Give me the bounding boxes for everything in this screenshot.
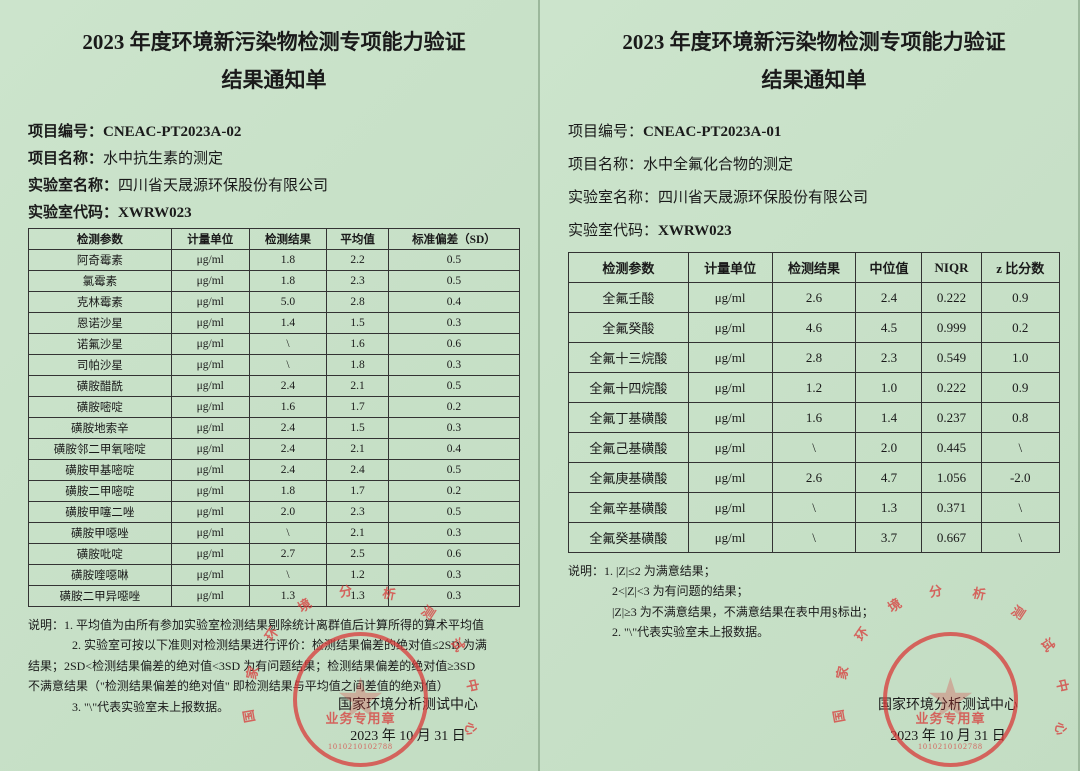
table-row: 全氟己基磺酸μg/ml\2.00.445\ (569, 433, 1060, 463)
col-header: 计量单位 (688, 253, 772, 283)
right-certificate: 2023 年度环境新污染物检测专项能力验证 结果通知单 项目编号：CNEAC-P… (540, 0, 1080, 771)
table-row: 恩诺沙星μg/ml1.41.50.3 (29, 313, 520, 334)
meta-project-code: 项目编号：CNEAC-PT2023A-02 (28, 120, 520, 141)
table-row: 磺胺醋酰μg/ml2.42.10.5 (29, 376, 520, 397)
table-row: 磺胺吡啶μg/ml2.72.50.6 (29, 544, 520, 565)
table-row: 全氟十三烷酸μg/ml2.82.30.5491.0 (569, 343, 1060, 373)
table-row: 全氟壬酸μg/ml2.62.40.2220.9 (569, 283, 1060, 313)
stamp-left: 国家环境分析测试中心 业务专用章 1010210102788 (293, 632, 428, 767)
table-row: 全氟癸酸μg/ml4.64.50.9990.2 (569, 313, 1060, 343)
table-row: 磺胺甲噻二唑μg/ml2.02.30.5 (29, 502, 520, 523)
col-header: 中位值 (856, 253, 922, 283)
table-row: 全氟十四烷酸μg/ml1.21.00.2220.9 (569, 373, 1060, 403)
meta-lab-code: 实验室代码：XWRW023 (568, 219, 1060, 240)
table-row: 全氟辛基磺酸μg/ml\1.30.371\ (569, 493, 1060, 523)
col-header: NIQR (922, 253, 981, 283)
meta-project-code: 项目编号：CNEAC-PT2023A-01 (568, 120, 1060, 141)
table-row: 司帕沙星μg/ml\1.80.3 (29, 355, 520, 376)
table-row: 磺胺邻二甲氧嘧啶μg/ml2.42.10.4 (29, 439, 520, 460)
table-row: 磺胺甲噁唑μg/ml\2.10.3 (29, 523, 520, 544)
table-row: 阿奇霉素μg/ml1.82.20.5 (29, 250, 520, 271)
table-row: 磺胺二甲异噁唑μg/ml1.31.30.3 (29, 586, 520, 607)
table-row: 磺胺喹噁啉μg/ml\1.20.3 (29, 565, 520, 586)
table-row: 克林霉素μg/ml5.02.80.4 (29, 292, 520, 313)
table-row: 磺胺二甲嘧啶μg/ml1.81.70.2 (29, 481, 520, 502)
title-line2: 结果通知单 (28, 64, 520, 94)
col-header: 计量单位 (171, 229, 249, 250)
col-header: 检测参数 (569, 253, 689, 283)
results-table-right: 检测参数计量单位检测结果中位值NIQRz 比分数 全氟壬酸μg/ml2.62.4… (568, 252, 1060, 553)
col-header: 标准偏差（SD） (388, 229, 519, 250)
col-header: 检测结果 (772, 253, 856, 283)
notes-right: 说明：1. |Z|≤2 为满意结果； 2<|Z|<3 为有问题的结果； |Z|≥… (568, 561, 1060, 643)
title-line1: 2023 年度环境新污染物检测专项能力验证 (28, 26, 520, 56)
table-row: 磺胺甲基嘧啶μg/ml2.42.40.5 (29, 460, 520, 481)
title-line1: 2023 年度环境新污染物检测专项能力验证 (568, 26, 1060, 56)
table-row: 氯霉素μg/ml1.82.30.5 (29, 271, 520, 292)
meta-project-name: 项目名称：水中全氟化合物的测定 (568, 153, 1060, 174)
table-row: 诺氟沙星μg/ml\1.60.6 (29, 334, 520, 355)
table-row: 磺胺嘧啶μg/ml1.61.70.2 (29, 397, 520, 418)
table-row: 磺胺地索辛μg/ml2.41.50.3 (29, 418, 520, 439)
col-header: 平均值 (327, 229, 389, 250)
meta-lab-name: 实验室名称：四川省天晟源环保股份有限公司 (28, 174, 520, 195)
meta-lab-code: 实验室代码：XWRW023 (28, 201, 520, 222)
results-table-left: 检测参数计量单位检测结果平均值标准偏差（SD） 阿奇霉素μg/ml1.82.20… (28, 228, 520, 607)
title-line2: 结果通知单 (568, 64, 1060, 94)
meta-lab-name: 实验室名称：四川省天晟源环保股份有限公司 (568, 186, 1060, 207)
table-row: 全氟庚基磺酸μg/ml2.64.71.056-2.0 (569, 463, 1060, 493)
table-row: 全氟癸基磺酸μg/ml\3.70.667\ (569, 523, 1060, 553)
col-header: z 比分数 (981, 253, 1059, 283)
stamp-right: 国家环境分析测试中心 业务专用章 1010210102788 (883, 632, 1018, 767)
col-header: 检测参数 (29, 229, 172, 250)
table-row: 全氟丁基磺酸μg/ml1.61.40.2370.8 (569, 403, 1060, 433)
left-certificate: 2023 年度环境新污染物检测专项能力验证 结果通知单 项目编号：CNEAC-P… (0, 0, 540, 771)
col-header: 检测结果 (249, 229, 327, 250)
meta-project-name: 项目名称：水中抗生素的测定 (28, 147, 520, 168)
